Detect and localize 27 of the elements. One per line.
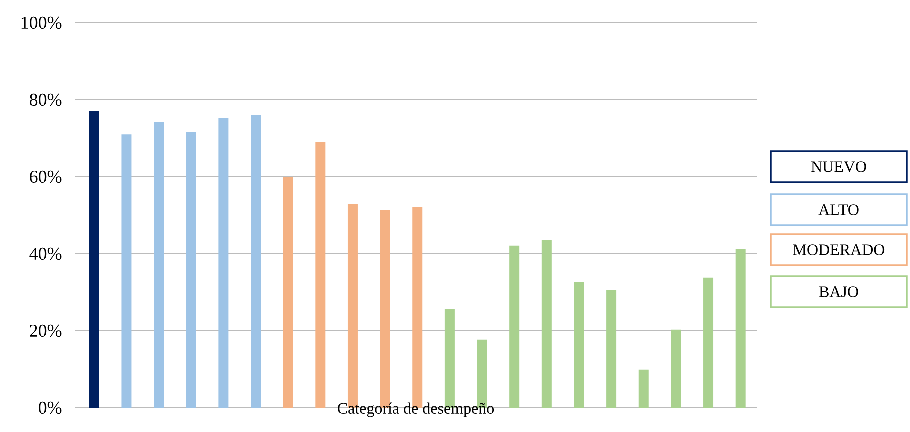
bar — [122, 134, 132, 408]
y-tick-label: 60% — [30, 170, 62, 184]
text: NUEVO — [811, 162, 866, 172]
bar — [736, 248, 746, 408]
bar — [218, 118, 229, 408]
bar — [283, 176, 294, 408]
bar — [671, 330, 682, 408]
bar — [704, 278, 714, 408]
bar — [510, 246, 520, 408]
y-tick-label: 40% — [30, 248, 62, 260]
text: BAJO — [819, 286, 858, 298]
bar — [154, 122, 164, 408]
y-tick-label: 0% — [38, 402, 62, 414]
y-tick-label: 100% — [22, 16, 62, 30]
y-tick-label: 80% — [30, 94, 62, 106]
bar — [606, 290, 617, 408]
text: MODERADO — [793, 244, 885, 256]
bar — [186, 132, 196, 408]
bar — [89, 112, 100, 408]
bar — [316, 142, 326, 408]
bar — [542, 240, 552, 408]
x-axis-title: Categoría de desempeño — [338, 402, 494, 418]
bar — [574, 282, 584, 408]
text: ALTO — [818, 204, 859, 216]
bar — [251, 115, 262, 408]
bar — [638, 370, 649, 408]
y-tick-label: 20% — [30, 324, 62, 338]
